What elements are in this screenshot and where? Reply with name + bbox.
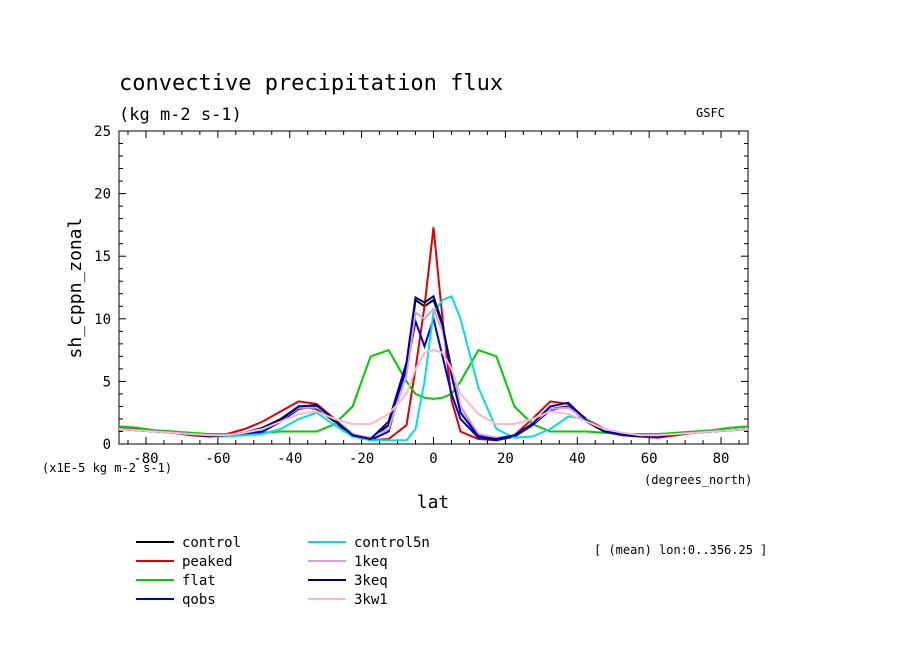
- x-tick-label: -20: [349, 451, 374, 467]
- y-units-label: (x1E-5 kg m-2 s-1): [42, 461, 172, 475]
- series-line-control5n: [118, 294, 749, 442]
- legend-label-control5n: control5n: [354, 535, 430, 551]
- legend-label-peaked: peaked: [182, 554, 233, 570]
- series-layer: [118, 227, 749, 442]
- y-tick-label: 15: [94, 249, 111, 265]
- x-tick-label: -60: [205, 451, 230, 467]
- x-tick-label: -80: [133, 451, 158, 467]
- series-line-1keq: [118, 306, 749, 439]
- x-tick-label: 40: [569, 451, 586, 467]
- legend-label-3keq: 3keq: [354, 573, 388, 589]
- legend-label-3kw1: 3kw1: [354, 592, 388, 608]
- x-tick-label: -40: [277, 451, 302, 467]
- series-line-qobs: [118, 315, 749, 442]
- legend: control peaked flat qobs control5n 1keq 3keq 3k…: [136, 535, 430, 608]
- legend-label-1keq: 1keq: [354, 554, 388, 570]
- x-tick-label: 0: [429, 451, 437, 467]
- x-axis-label: lat: [417, 492, 450, 513]
- y-axis-label: sh_cppn_zonal: [65, 218, 86, 359]
- chart-subtitle: (kg m-2 s-1): [119, 105, 242, 125]
- chart-title: convective precipitation flux: [119, 71, 503, 96]
- x-tick-label: 80: [713, 451, 730, 467]
- x-tick-label: 60: [641, 451, 658, 467]
- legend-label-qobs: qobs: [182, 592, 216, 608]
- chart-credit: GSFC: [696, 106, 725, 120]
- series-line-flat: [118, 348, 749, 435]
- y-tick-label: 20: [94, 187, 111, 203]
- legend-label-flat: flat: [182, 573, 216, 589]
- x-tick-label: 20: [497, 451, 514, 467]
- y-tick-label: 5: [103, 374, 111, 390]
- axis-ticks: 0 5 10 15 20 25 -80 -60 -40 -20 0 20 40 60 80: [94, 124, 748, 467]
- y-tick-label: 10: [94, 312, 111, 328]
- x-units-label: (degrees_north): [644, 473, 752, 487]
- plot-frame: [118, 130, 749, 445]
- series-line-3kw1: [118, 349, 749, 437]
- y-tick-label: 25: [94, 124, 111, 140]
- mean-annotation: [ (mean) lon:0..356.25 ]: [594, 543, 767, 557]
- y-tick-label: 0: [103, 437, 111, 453]
- legend-label-control: control: [182, 535, 241, 551]
- series-line-peaked: [118, 227, 749, 442]
